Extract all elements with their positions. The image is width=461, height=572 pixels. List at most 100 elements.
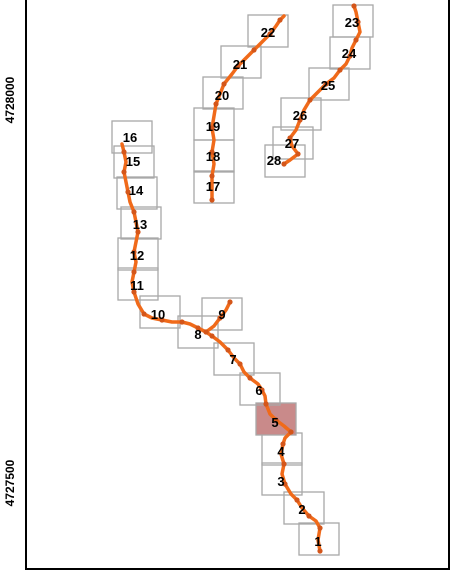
track-point	[209, 173, 215, 179]
track-point	[131, 289, 137, 295]
cell-label-9: 9	[218, 307, 225, 322]
track-point	[294, 497, 300, 503]
track-point	[282, 481, 288, 487]
track-point	[213, 101, 219, 107]
track-point	[131, 249, 137, 255]
track-point	[263, 401, 269, 407]
track-point	[307, 97, 313, 103]
track-point	[135, 229, 141, 235]
track-point	[121, 149, 127, 155]
track-point	[217, 315, 223, 321]
track-point	[247, 375, 253, 381]
cell-labels: 1234567891011121314151617181920212223242…	[123, 15, 359, 549]
grid-cell-6	[239, 372, 281, 406]
track-point	[259, 387, 265, 393]
cell-label-26: 26	[293, 108, 307, 123]
track-point	[195, 325, 201, 331]
track-point	[179, 319, 185, 325]
track-point	[141, 311, 147, 317]
cell-label-2: 2	[298, 502, 305, 517]
cell-label-20: 20	[215, 88, 229, 103]
grid-cell-13	[120, 206, 162, 240]
cell-label-4: 4	[277, 444, 285, 459]
track-point	[277, 17, 283, 23]
cell-label-10: 10	[151, 307, 165, 322]
track-point	[209, 197, 215, 203]
cell-label-6: 6	[255, 383, 262, 398]
grid-cell-9	[201, 297, 243, 331]
track-point	[273, 417, 279, 423]
grid-cell-14	[116, 176, 158, 210]
track-point	[323, 81, 329, 87]
track-point	[295, 151, 301, 157]
grid-cell-22	[247, 14, 289, 48]
grid-cell-26	[280, 97, 322, 131]
cell-label-17: 17	[206, 179, 220, 194]
cell-label-21: 21	[233, 57, 247, 72]
track-point	[121, 169, 127, 175]
cell-label-27: 27	[285, 136, 299, 151]
map-frame	[25, 0, 450, 570]
grid-cell-7	[213, 342, 255, 376]
cell-label-13: 13	[133, 217, 147, 232]
cell-label-7: 7	[229, 352, 236, 367]
track-point	[351, 3, 357, 9]
track-point	[221, 81, 227, 87]
track-point	[251, 47, 257, 53]
track-point	[209, 333, 215, 339]
cell-label-25: 25	[321, 78, 335, 93]
track-point	[225, 347, 231, 353]
cell-label-3: 3	[277, 474, 284, 489]
cell-label-24: 24	[342, 46, 357, 61]
grid-cell-24	[329, 36, 371, 70]
grid-cell-25	[308, 67, 350, 101]
track-point	[287, 135, 293, 141]
track-point	[209, 149, 215, 155]
track-point	[125, 189, 131, 195]
grid-cell-16	[111, 120, 153, 154]
track-main	[120, 142, 322, 553]
cell-label-16: 16	[123, 130, 137, 145]
cell-label-19: 19	[206, 119, 220, 134]
cell-label-23: 23	[345, 15, 359, 30]
cell-label-28: 28	[267, 153, 281, 168]
track-point	[355, 19, 361, 25]
grid-cell-2	[283, 491, 325, 525]
cell-label-15: 15	[126, 154, 140, 169]
track-point	[227, 299, 233, 305]
track-point	[353, 37, 359, 43]
grid-cell-20	[202, 76, 244, 110]
track-point	[267, 31, 273, 37]
track-point	[288, 429, 294, 435]
track-point	[280, 441, 286, 447]
cell-label-22: 22	[261, 25, 275, 40]
track-point	[317, 525, 323, 531]
grid-cell-15	[113, 145, 155, 179]
cell-label-11: 11	[130, 278, 144, 293]
survey-tracks	[120, 3, 362, 554]
track-point	[281, 461, 287, 467]
cell-label-18: 18	[206, 149, 220, 164]
cell-label-1: 1	[314, 534, 321, 549]
cell-label-14: 14	[129, 183, 144, 198]
cell-label-8: 8	[194, 327, 201, 342]
grid-cell-21	[220, 45, 262, 79]
track-point	[281, 161, 287, 167]
cell-label-5: 5	[271, 415, 278, 430]
grid-cells	[111, 4, 374, 556]
grid-cell-10	[139, 295, 181, 329]
track-point	[131, 269, 137, 275]
track-point	[159, 317, 165, 323]
track-point	[297, 117, 303, 123]
cell-label-12: 12	[130, 248, 144, 263]
track-point	[209, 125, 215, 131]
track-point	[347, 53, 353, 59]
track-point	[306, 513, 312, 519]
grid-cell-28	[264, 144, 306, 178]
track-point	[337, 67, 343, 73]
track-point	[317, 548, 323, 554]
track-point	[237, 361, 243, 367]
track-point	[203, 329, 209, 335]
grid-cell-8	[177, 315, 219, 349]
